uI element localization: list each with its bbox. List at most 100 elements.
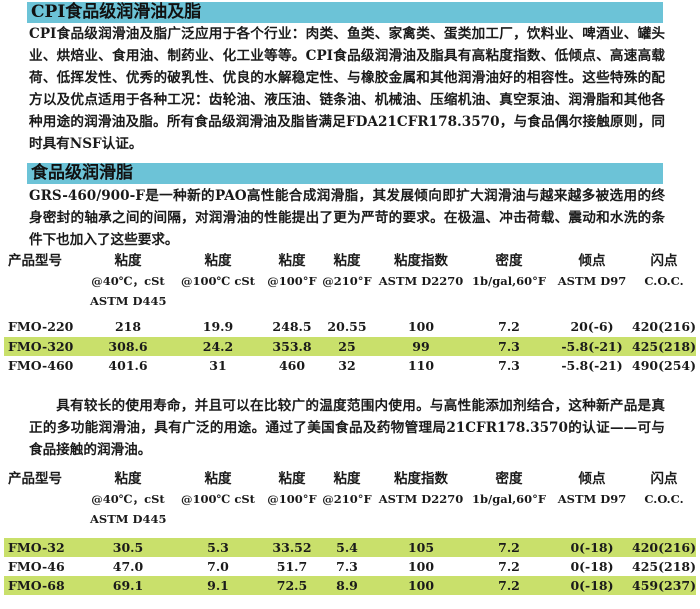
table-cell: 32 [338,358,356,373]
column-unit: C.O.C. [644,274,684,288]
column-header: 粘度 @100℃ cSt [176,469,260,509]
column-unit: ASTM D2270 [378,274,464,288]
column-header: 闪点 C.O.C. [632,251,696,291]
table-cell: 9.1 [207,578,229,593]
column-unit: ASTM D445 [90,294,167,308]
table-cell: 460 [278,358,306,373]
column-name: 闪点 [650,253,678,269]
table-cell: 420(216) [632,540,697,555]
column-header: 粘度 @100°F [266,251,318,291]
column-name: 粘度 [204,471,232,487]
column-header: 粘度 @210°F [322,469,372,509]
oil-paragraph: 具有较长的使用寿命，并且可以在比较广的温度范围内使用。与高性能添加剂结合，这种新… [29,398,665,458]
column-header: 粘度 @40℃，cSt ASTM D445 [90,251,167,311]
table-cell: 30.5 [112,540,144,555]
table-cell: 425(218) [632,339,697,354]
column-name: 粘度 [114,253,142,269]
table-row: FMO-68 69.1 9.1 72.5 8.9 100 7.2 0(-18) 459(237) [4,576,696,595]
column-name: 粘度 [333,471,361,487]
table-cell: 100 [407,559,435,574]
column-name: 闪点 [650,471,678,487]
table-cell: 5.3 [207,540,229,555]
table-cell: 7.2 [498,540,520,555]
column-name: 倾点 [578,253,606,269]
table-row: FMO-220 218 19.9 248.5 20.55 100 7.2 20(-6) 420(… [4,317,696,336]
table-cell: 218 [114,319,142,334]
table-cell: 8.9 [336,578,358,593]
table-cell: 5.4 [336,540,358,555]
column-name: 粘度 [114,471,142,487]
table-cell: 99 [412,339,430,354]
column-unit: @100℃ cSt [181,274,255,288]
table-cell: 33.52 [272,540,312,555]
column-header: 产品型号 [8,469,78,489]
grease-paragraph: GRS-460/900-F是一种新的PAO高性能合成润滑脂，其发展倾向即扩大润滑… [29,188,665,248]
column-name: 粘度 [204,253,232,269]
column-name: 密度 [495,253,523,269]
table-cell: 248.5 [272,319,312,334]
column-unit: 1b/gal,60°F [471,492,547,506]
intro-paragraph: CPI食品级润滑油及脂广泛应用于各个行业：肉类、鱼类、家禽类、蛋类加工厂，饮料业… [29,26,665,152]
column-header: 粘度 @210°F [322,251,372,291]
table1-header: 产品型号 粘度 @40℃，cSt ASTM D445 粘度 @100℃ cSt 粘度 @100… [4,251,696,311]
product-model: FMO-320 [8,339,74,354]
table-cell: -5.8(-21) [561,339,623,354]
table-cell: 308.6 [108,339,148,354]
column-header: 粘度 @40℃，cSt ASTM D445 [90,469,167,529]
table-cell: 20(-6) [570,319,614,334]
product-model: FMO-32 [8,540,65,555]
column-name: 粘度 [278,471,306,487]
column-header: 密度 1b/gal,60°F [466,251,552,291]
table-cell: 51.7 [276,559,308,574]
table-cell: 100 [407,319,435,334]
section-title-cpi: CPI食品级润滑油及脂 [27,2,663,23]
table-row: FMO-460 401.6 31 460 32 110 7.3 -5.8(-21) 490(25… [4,356,696,375]
column-unit: @210°F [322,274,372,288]
column-name: 粘度 [333,253,361,269]
column-header: 倾点 ASTM D97 [556,469,628,509]
column-unit: @100°F [267,492,317,506]
table-cell: 25 [338,339,356,354]
table-cell: 7.2 [498,578,520,593]
table-cell: 47.0 [112,559,144,574]
column-name: 倾点 [578,471,606,487]
column-name: 粘度指数 [394,253,448,269]
table-cell: 7.3 [336,559,358,574]
column-name: 粘度 [278,253,306,269]
table-cell: 353.8 [272,339,312,354]
table2-header: 产品型号 粘度 @40℃，cSt ASTM D445 粘度 @100℃ cSt 粘度 @100… [4,469,696,529]
table-cell: 0(-18) [570,578,614,593]
column-header: 粘度 @100℃ cSt [176,251,260,291]
table-cell: 105 [407,540,435,555]
product-model: FMO-46 [8,559,65,574]
table-cell: 0(-18) [570,559,614,574]
column-header: 倾点 ASTM D97 [556,251,628,291]
table-cell: 401.6 [108,358,148,373]
table-cell: -5.8(-21) [561,358,623,373]
product-model: FMO-68 [8,578,65,593]
column-unit: @40℃，cSt [91,274,165,288]
table-cell: 420(216) [632,319,697,334]
product-model: FMO-460 [8,358,74,373]
column-name: 产品型号 [8,471,62,487]
table-cell: 7.3 [498,358,520,373]
table-cell: 69.1 [112,578,144,593]
table-cell: 7.2 [498,319,520,334]
table-cell: 425(218) [632,559,697,574]
column-unit: @100°F [267,274,317,288]
column-header: 粘度 @100°F [266,469,318,509]
column-unit: 1b/gal,60°F [471,274,547,288]
column-header: 产品型号 [8,251,78,271]
column-unit: ASTM D97 [557,492,627,506]
column-name: 密度 [495,471,523,487]
table-row: FMO-320 308.6 24.2 353.8 25 99 7.3 -5.8(-21) 425… [4,337,696,356]
table-cell: 7.2 [498,559,520,574]
column-unit: ASTM D2270 [378,492,464,506]
section-title-grease: 食品级润滑脂 [27,163,663,184]
column-unit: @210°F [322,492,372,506]
table-cell: 490(254) [632,358,697,373]
table-cell: 31 [209,358,227,373]
table-cell: 7.3 [498,339,520,354]
table-row: FMO-46 47.0 7.0 51.7 7.3 100 7.2 0(-18) 425(218) [4,557,696,576]
column-header: 粘度指数 ASTM D2270 [376,469,466,509]
